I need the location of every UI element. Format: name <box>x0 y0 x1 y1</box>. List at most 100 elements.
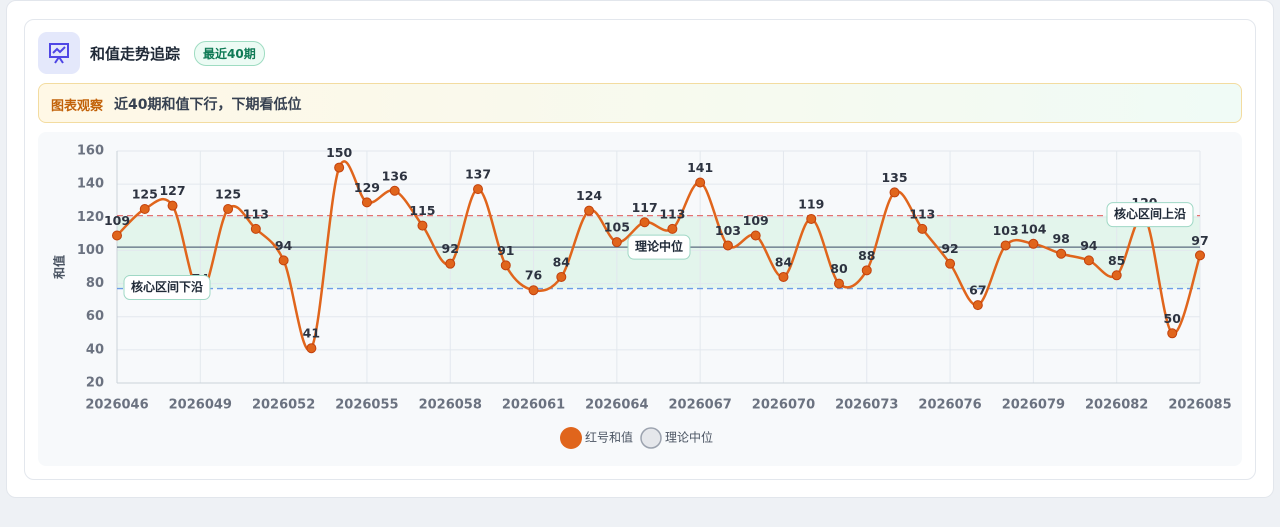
y-tick-label: 20 <box>86 376 104 391</box>
point <box>611 237 622 248</box>
value-label: 91 <box>497 243 514 258</box>
chart-panel <box>38 132 1242 466</box>
point <box>1195 250 1205 261</box>
badge: 最近40期 <box>194 41 265 66</box>
x-tick-label: 2026076 <box>918 398 981 413</box>
point <box>500 260 511 271</box>
point <box>1028 238 1039 249</box>
point <box>584 205 595 216</box>
value-label: 129 <box>354 180 380 195</box>
x-tick-label: 2026079 <box>1002 398 1065 413</box>
observation-text: 近40期和值下行，下期看低位 <box>114 97 302 113</box>
point <box>417 220 428 231</box>
point <box>778 271 789 282</box>
point <box>806 213 817 224</box>
y-tick-label: 40 <box>86 342 104 357</box>
point <box>695 177 706 188</box>
point <box>1167 328 1178 339</box>
value-label: 67 <box>969 283 986 298</box>
value-label: 104 <box>1020 221 1046 236</box>
value-label: 85 <box>1108 253 1125 268</box>
value-label: 113 <box>243 206 269 221</box>
point <box>112 230 122 241</box>
point <box>834 278 844 289</box>
annotation-box <box>1106 202 1194 228</box>
title: 和值走势追踪 <box>90 45 181 63</box>
point <box>1083 255 1094 266</box>
value-label: 76 <box>525 268 543 283</box>
point <box>223 204 234 214</box>
y-tick-label: 100 <box>77 243 104 258</box>
value-label: 137 <box>465 167 491 182</box>
value-label: 94 <box>1080 238 1098 253</box>
point <box>167 200 178 211</box>
value-label: 103 <box>715 223 741 238</box>
x-tick-label: 2026061 <box>502 398 565 413</box>
point <box>917 223 928 234</box>
x-tick-label: 2026082 <box>1085 398 1148 413</box>
value-label: 94 <box>275 238 293 253</box>
value-label: 125 <box>132 187 158 202</box>
annotation-text: 核心区间下沿 <box>131 279 203 294</box>
annotation-text: 核心区间上沿 <box>1114 206 1186 221</box>
value-label: 84 <box>553 254 571 269</box>
x-tick-label: 2026055 <box>335 398 398 413</box>
value-label: 103 <box>993 223 1019 238</box>
point <box>889 187 900 198</box>
x-tick-label: 2026046 <box>85 398 148 413</box>
point <box>334 162 345 173</box>
value-label: 119 <box>798 196 824 211</box>
value-label: 141 <box>687 160 713 175</box>
point <box>750 230 761 241</box>
point <box>306 343 317 354</box>
x-tick-label: 2026067 <box>668 398 731 413</box>
value-label: 98 <box>1052 231 1069 246</box>
value-label: 109 <box>104 213 130 228</box>
value-label: 97 <box>1191 233 1208 248</box>
y-tick-label: 140 <box>77 177 104 192</box>
x-tick-label: 2026073 <box>835 398 898 413</box>
y-axis-label: 和值 <box>52 255 67 280</box>
x-tick-label: 2026064 <box>585 398 648 413</box>
value-label: 88 <box>858 248 875 263</box>
point <box>722 240 733 251</box>
x-tick-label: 2026058 <box>419 398 482 413</box>
value-label: 109 <box>743 213 769 228</box>
value-label: 50 <box>1164 311 1182 326</box>
legend-label: 理论中位 <box>665 430 713 445</box>
point <box>278 255 289 266</box>
y-tick-label: 60 <box>86 309 104 324</box>
value-label: 84 <box>775 254 793 269</box>
x-tick-label: 2026049 <box>169 398 232 413</box>
value-label: 105 <box>604 220 630 235</box>
value-label: 113 <box>909 206 935 221</box>
point <box>1000 240 1011 251</box>
y-tick-label: 80 <box>86 276 104 291</box>
value-label: 124 <box>576 188 602 203</box>
point <box>861 265 872 276</box>
x-tick-label: 2026085 <box>1168 398 1231 413</box>
value-label: 92 <box>941 241 958 256</box>
point <box>528 285 539 296</box>
point <box>139 204 150 214</box>
point <box>361 197 372 208</box>
point <box>389 185 400 196</box>
observation-box <box>38 83 1242 123</box>
observation-label: 图表观察 <box>51 99 104 114</box>
value-label: 135 <box>881 170 907 185</box>
point <box>250 223 261 234</box>
legend-swatch <box>560 427 582 449</box>
value-label: 80 <box>830 261 848 276</box>
legend-label: 红号和值 <box>585 430 633 445</box>
value-label: 92 <box>442 241 459 256</box>
x-tick-label: 2026070 <box>752 398 815 413</box>
y-tick-label: 120 <box>77 210 104 225</box>
y-tick-label: 160 <box>77 144 104 159</box>
value-label: 125 <box>215 187 241 202</box>
value-label: 113 <box>659 206 685 221</box>
icon <box>38 32 80 74</box>
point <box>473 184 483 195</box>
point <box>445 258 456 269</box>
